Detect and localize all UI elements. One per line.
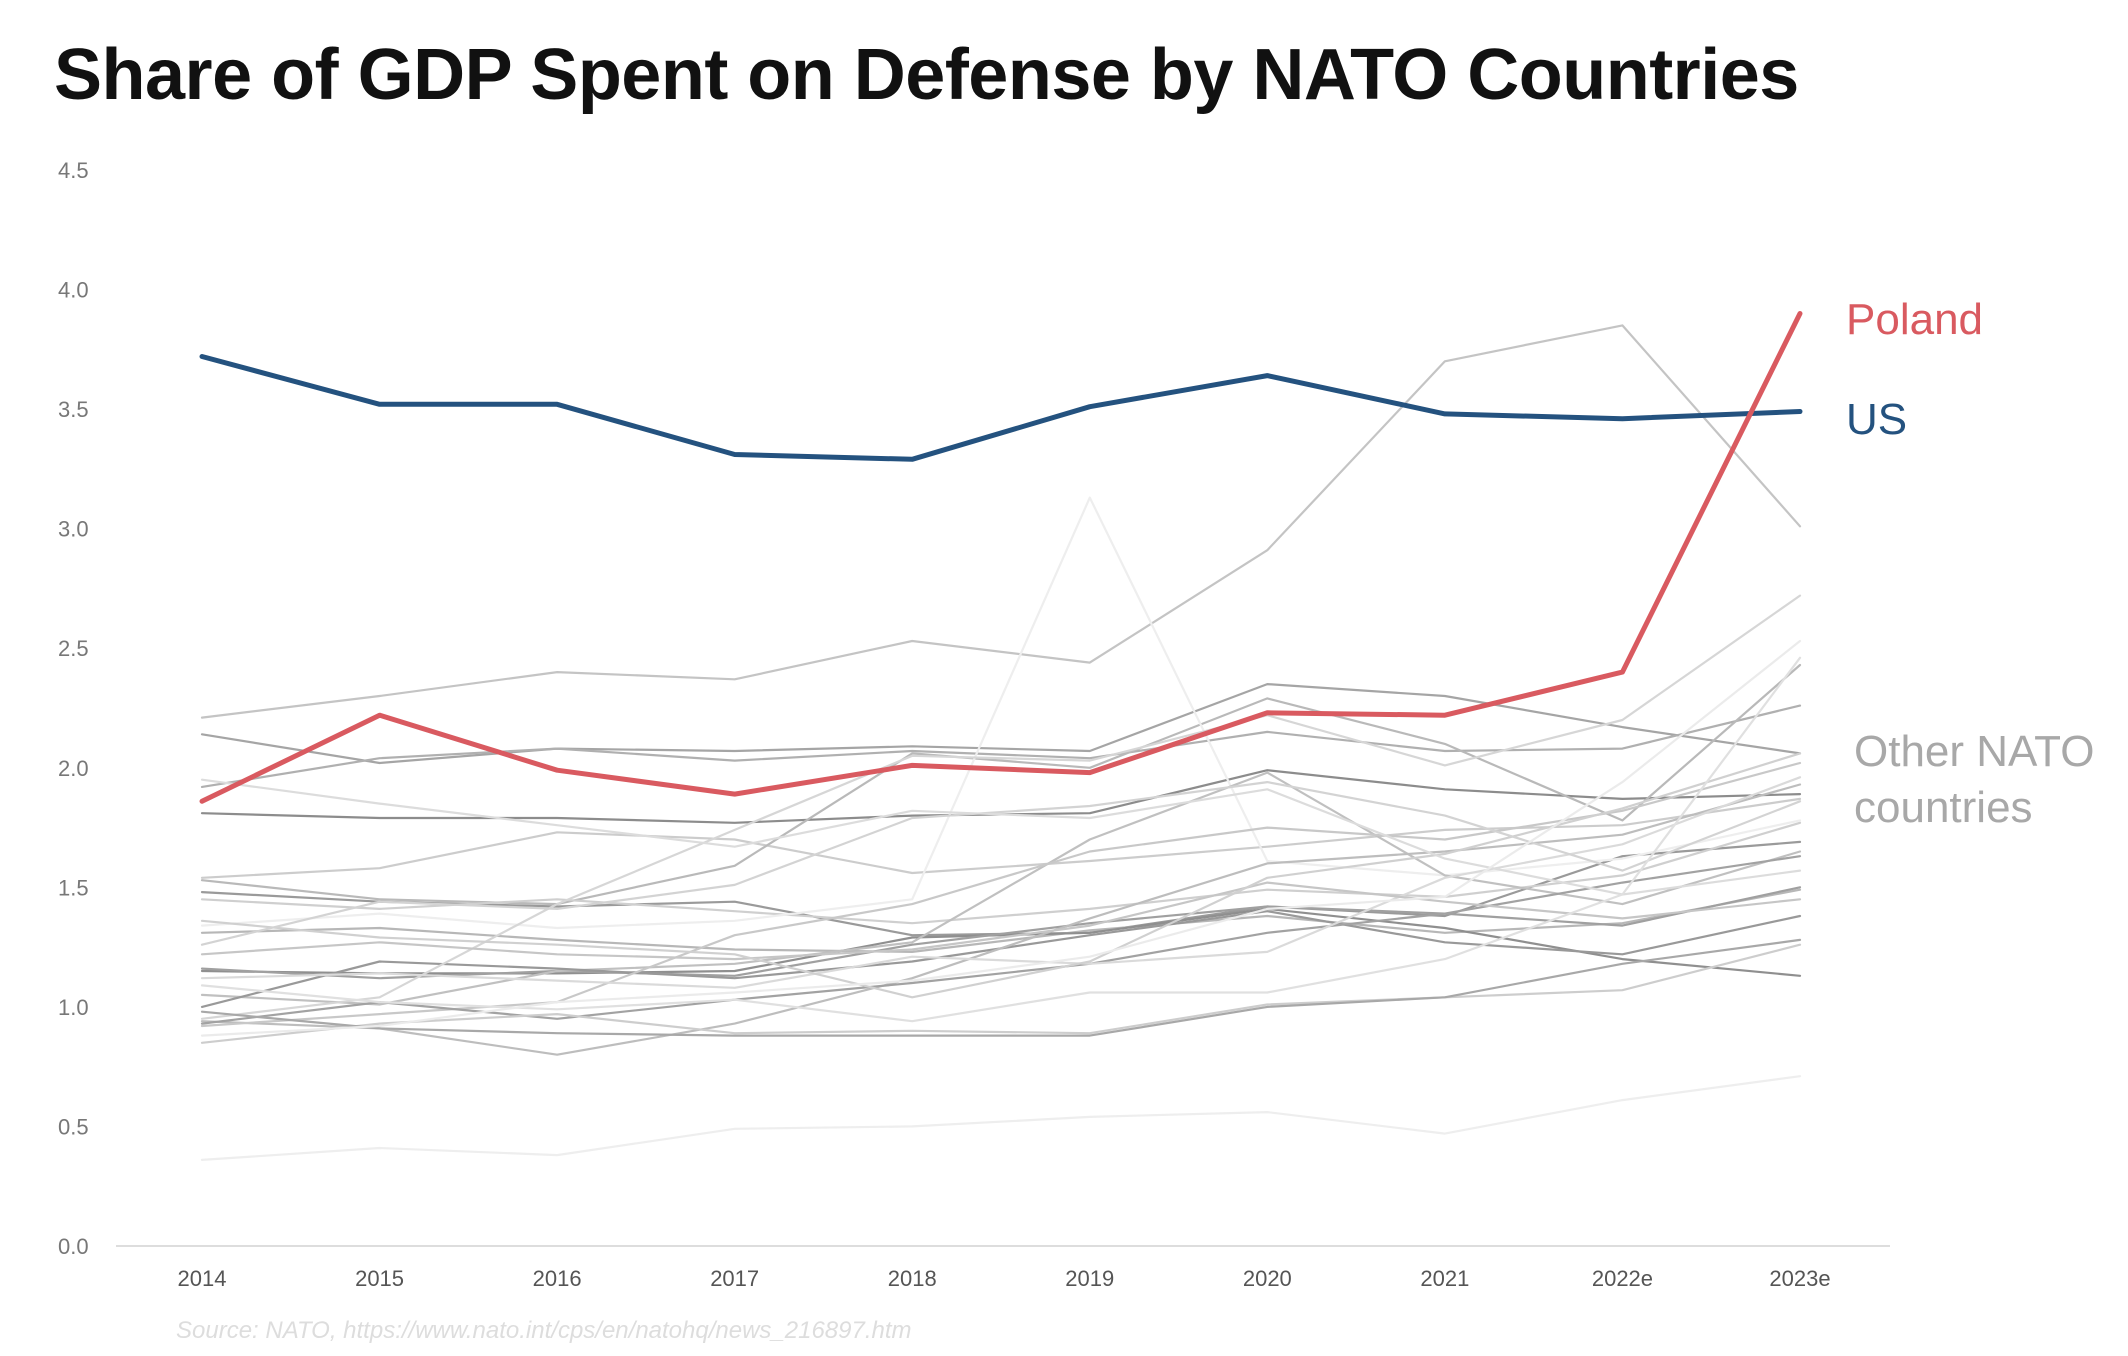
other-country-line bbox=[200, 797, 1802, 879]
other-country-line bbox=[200, 683, 1802, 765]
us-series-label: US bbox=[1846, 395, 1907, 444]
chart-title: Share of GDP Spent on Defense by NATO Co… bbox=[54, 35, 1799, 115]
other-country-line bbox=[200, 886, 1802, 980]
x-tick-label: 2014 bbox=[178, 1266, 227, 1291]
poland-series-line bbox=[199, 311, 1803, 804]
y-tick-label: 0.0 bbox=[58, 1234, 89, 1259]
x-tick-label: 2022e bbox=[1592, 1266, 1653, 1291]
other-country-line bbox=[200, 907, 1802, 977]
y-tick-label: 4.5 bbox=[58, 158, 89, 183]
other-country-line bbox=[200, 704, 1802, 788]
other-country-line bbox=[200, 938, 1802, 1037]
x-tick-label: 2019 bbox=[1065, 1266, 1114, 1291]
y-tick-label: 2.0 bbox=[58, 756, 89, 781]
series-labels: Poland US Other NATO countries bbox=[1846, 295, 2094, 832]
poland-series-label: Poland bbox=[1846, 295, 1983, 344]
other-country-line bbox=[200, 943, 1802, 1044]
y-tick-label: 3.0 bbox=[58, 517, 89, 542]
other-country-line bbox=[200, 776, 1802, 989]
us-series-line bbox=[199, 354, 1803, 462]
other-country-line bbox=[200, 778, 1802, 896]
other-countries-label: Other NATO countries bbox=[1854, 727, 2094, 832]
other-country-line bbox=[200, 496, 1802, 930]
other-series-group bbox=[200, 324, 1802, 1161]
other-country-line bbox=[200, 761, 1802, 1028]
highlight-series-group bbox=[199, 311, 1803, 804]
y-tick-label: 2.5 bbox=[58, 636, 89, 661]
y-tick-label: 1.5 bbox=[58, 875, 89, 900]
x-tick-label: 2015 bbox=[355, 1266, 404, 1291]
x-tick-label: 2021 bbox=[1420, 1266, 1469, 1291]
x-tick-label: 2023e bbox=[1769, 1266, 1830, 1291]
other-country-line bbox=[200, 656, 1802, 1023]
x-tick-label: 2018 bbox=[888, 1266, 937, 1291]
other-countries-label-line: countries bbox=[1854, 783, 2033, 832]
other-country-line bbox=[200, 594, 1802, 1020]
x-tick-label: 2017 bbox=[710, 1266, 759, 1291]
y-tick-label: 0.5 bbox=[58, 1114, 89, 1139]
y-tick-label: 3.5 bbox=[58, 397, 89, 422]
other-country-line bbox=[200, 752, 1802, 999]
y-axis: 0.0 0.5 1.0 1.5 2.0 2.5 3.0 3.5 4.0 4.5 bbox=[58, 158, 89, 1259]
other-country-line bbox=[200, 1075, 1802, 1161]
source-note: Source: NATO, https://www.nato.int/cps/e… bbox=[176, 1317, 912, 1344]
other-country-line bbox=[200, 821, 1802, 925]
other-country-line bbox=[200, 663, 1802, 906]
other-country-line bbox=[200, 881, 1802, 961]
other-country-line bbox=[200, 639, 1802, 1037]
x-tick-label: 2020 bbox=[1243, 1266, 1292, 1291]
x-axis: 2014 2015 2016 2017 2018 2019 2020 2021 2022e 202… bbox=[178, 1266, 1831, 1291]
other-country-line bbox=[200, 771, 1802, 1006]
other-country-line bbox=[200, 781, 1802, 946]
other-countries-label-line: Other NATO bbox=[1854, 727, 2094, 776]
y-tick-label: 4.0 bbox=[58, 278, 89, 303]
other-country-line bbox=[200, 324, 1802, 719]
other-country-line bbox=[200, 888, 1802, 953]
y-tick-label: 1.0 bbox=[58, 995, 89, 1020]
x-tick-label: 2016 bbox=[533, 1266, 582, 1291]
other-country-line bbox=[200, 855, 1802, 1025]
